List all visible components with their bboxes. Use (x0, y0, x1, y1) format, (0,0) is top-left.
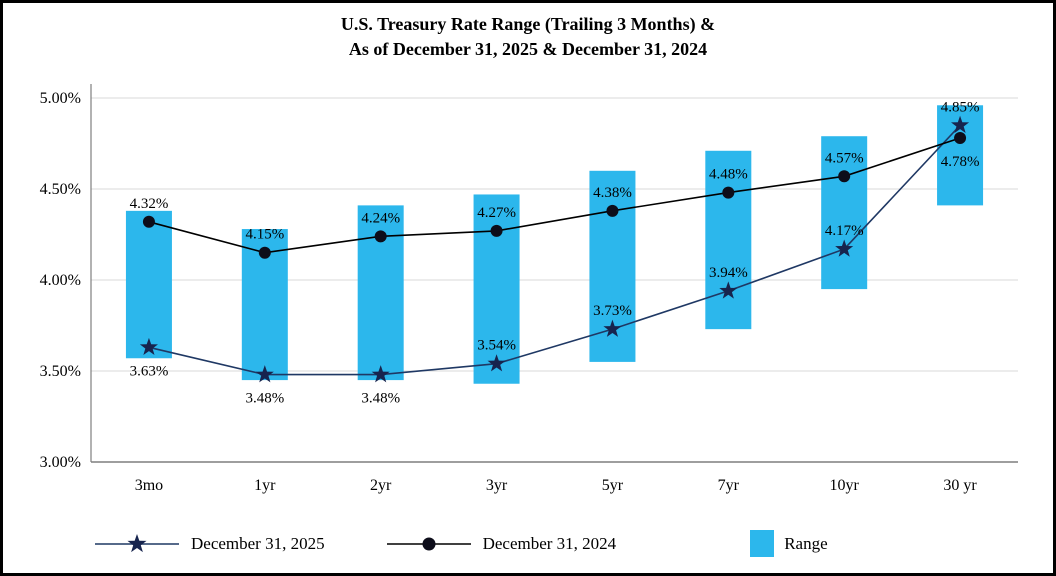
chart-legend: December 31, 2025 December 31, 2024 Rang… (91, 529, 1053, 559)
chart-title-line2: As of December 31, 2025 & December 31, 2… (348, 39, 708, 60)
legend-line-circle-icon (386, 537, 471, 551)
chart-text: 4.85% (941, 100, 980, 116)
chart-title: U.S. Treasury Rate Range (Trailing 3 Mon… (3, 3, 1053, 62)
chart-text: 2yr (370, 477, 392, 494)
legend-item-dec-31-2024: December 31, 2024 (383, 531, 617, 557)
chart-text: 3yr (486, 477, 508, 494)
range-bar (705, 151, 752, 330)
chart-text: 4.78% (941, 154, 980, 170)
chart-text: 3.63% (130, 364, 169, 380)
legend-item-dec-31-2025: December 31, 2025 (91, 531, 325, 557)
range-bar (125, 211, 172, 359)
legend-label-range: Range (784, 534, 828, 553)
chart-text: 5yr (602, 477, 624, 494)
chart-text: 3.48% (361, 391, 400, 407)
chart-text: 4.00% (40, 272, 81, 289)
circle-marker (722, 187, 735, 200)
chart-text: 4.32% (130, 196, 169, 212)
chart-text: 1yr (254, 477, 276, 494)
circle-marker (838, 170, 851, 183)
star-marker (139, 338, 158, 356)
chart-text: 3.54% (477, 338, 516, 354)
legend-circle-icon (422, 537, 436, 551)
legend-star-icon (127, 534, 147, 553)
chart-text: 3mo (135, 477, 163, 494)
chart-text: 3.50% (40, 363, 81, 380)
chart-text: 5.00% (40, 90, 81, 107)
chart-text: 4.50% (40, 181, 81, 198)
legend-label-dec-31-2024: December 31, 2024 (482, 534, 617, 553)
legend-range-swatch-icon (750, 530, 775, 557)
circle-marker (374, 230, 387, 243)
star-marker (255, 365, 274, 383)
circle-marker (606, 205, 619, 218)
star-marker (487, 354, 506, 372)
chart-text: 3.73% (593, 304, 632, 320)
circle-marker (142, 216, 155, 229)
circle-marker (490, 225, 503, 238)
chart-text: 10yr (830, 477, 860, 494)
legend-item-range: Range (748, 529, 828, 559)
star-marker (951, 116, 970, 134)
series-line-2025 (148, 125, 961, 376)
circle-marker (258, 247, 271, 260)
star-marker (371, 365, 390, 383)
chart-canvas: 3.00% 3.50% 4.00% 4.50% 5.00% 3mo 1yr 2yr 3yr 5yr… (40, 84, 1018, 494)
chart-text: 4.57% (825, 151, 864, 167)
chart-text: 30 yr (943, 477, 977, 494)
star-marker (835, 239, 854, 258)
chart-text: 3.48% (245, 391, 284, 407)
circle-marker (954, 132, 967, 145)
star-marker (603, 320, 622, 338)
chart-text: 3.94% (709, 265, 748, 281)
chart-text: 4.38% (593, 185, 632, 201)
chart-text: 4.48% (709, 167, 748, 183)
chart-text: 4.15% (245, 227, 284, 243)
legend-label-dec-31-2025: December 31, 2025 (191, 534, 325, 553)
legend-line-star-icon (95, 534, 179, 553)
star-marker (719, 281, 738, 299)
chart-title-line1: U.S. Treasury Rate Range (Trailing 3 Mon… (340, 14, 716, 34)
chart-text: 4.27% (477, 205, 516, 221)
chart-text: 3.00% (40, 454, 81, 471)
chart-text: 7yr (718, 477, 740, 494)
chart-text: 4.24% (361, 211, 400, 227)
legend-swatch-rect (750, 530, 775, 557)
range-bar (821, 136, 868, 290)
chart-text: 4.17% (825, 223, 864, 239)
series-line-2024 (148, 137, 961, 254)
